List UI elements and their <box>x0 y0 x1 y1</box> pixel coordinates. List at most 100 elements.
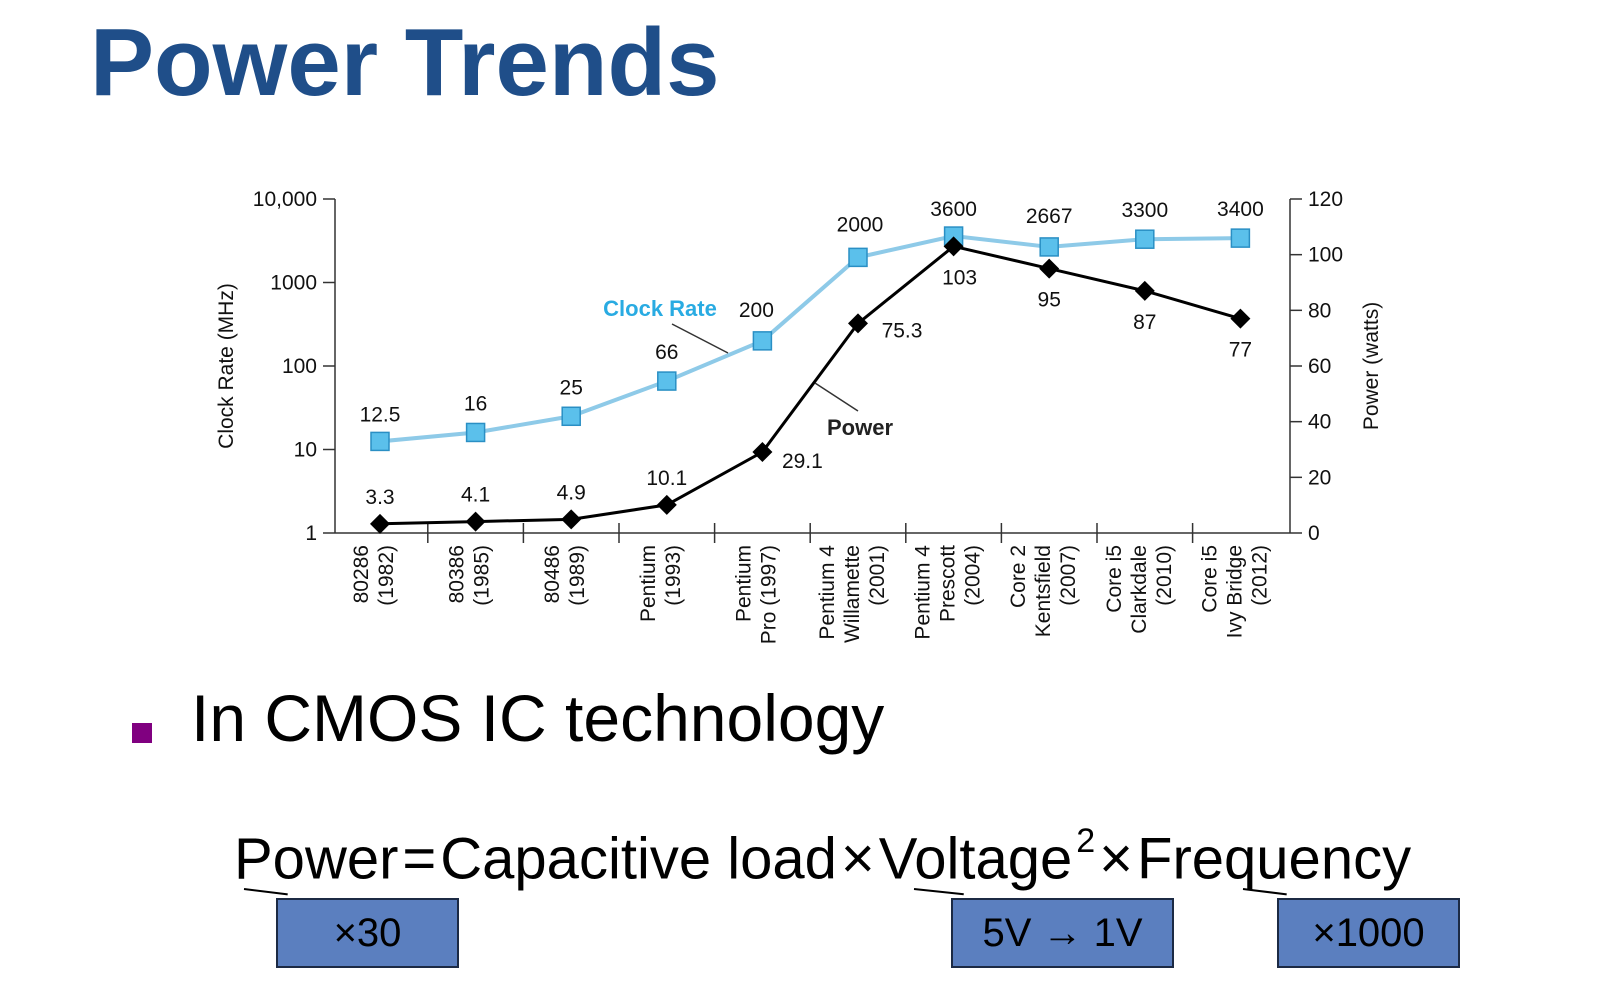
clock-rate-annotation: Clock Rate <box>603 296 717 321</box>
x-category-label: (2007) <box>1057 545 1080 606</box>
bullet-marker <box>132 723 152 743</box>
power-point <box>370 513 390 534</box>
formula-times-1: × <box>840 826 875 892</box>
x-category-label: Core 2 <box>1007 545 1030 608</box>
clock-rate-point <box>657 371 677 391</box>
power-data-label: 3.3 <box>365 486 394 509</box>
x-category-label: Pentium 4 <box>912 545 935 640</box>
left-tick-label: 10,000 <box>253 188 317 211</box>
x-category-label: Core i5 <box>1103 545 1126 613</box>
x-category-label: Kentsfield <box>1032 545 1055 637</box>
left-tick-label: 10 <box>294 439 317 462</box>
x-category-label: 80286 <box>350 545 373 603</box>
capacitive-factor-box: ×30 <box>276 898 459 968</box>
x-category-label: Pentium 4 <box>816 545 839 640</box>
power-data-label: 29.1 <box>782 450 823 473</box>
page-title: Power Trends <box>90 9 720 116</box>
power-point <box>1230 308 1251 329</box>
clock-rate-data-label: 3300 <box>1121 199 1168 222</box>
power-point <box>1134 280 1155 301</box>
x-category-label: (2010) <box>1153 545 1176 606</box>
clock-rate-point <box>1230 228 1251 248</box>
x-category-label: Pro (1997) <box>757 545 780 644</box>
formula-power: Power <box>234 826 399 892</box>
power-data-label: 77 <box>1229 339 1252 362</box>
clock-rate-data-label: 3400 <box>1217 198 1264 221</box>
right-tick-label: 120 <box>1308 188 1343 211</box>
clock-rate-data-label: 16 <box>464 392 487 415</box>
x-category-label: Pentium <box>732 545 755 622</box>
bullet-text: In CMOS IC technology <box>191 681 885 755</box>
formula-equals: = <box>402 826 437 892</box>
power-data-label: 4.1 <box>461 484 490 507</box>
clock-rate-annotation-leader <box>671 323 729 354</box>
clock-rate-point <box>752 331 773 351</box>
right-tick-label: 100 <box>1308 244 1343 267</box>
clock-rate-point <box>1135 229 1155 249</box>
power-data-label: 75.3 <box>882 319 923 342</box>
x-category-label: (1982) <box>375 545 398 606</box>
power-data-label: 87 <box>1133 311 1156 334</box>
clock-rate-point <box>1039 237 1059 257</box>
power-data-label: 103 <box>942 266 977 289</box>
power-point <box>848 313 868 334</box>
power-data-label: 4.9 <box>557 481 586 504</box>
formula-capacitive-load: Capacitive load <box>440 826 837 892</box>
right-tick-label: 80 <box>1308 299 1331 322</box>
power-line <box>379 244 1241 526</box>
x-category-label: 80486 <box>541 545 564 603</box>
clock-rate-point <box>465 422 486 443</box>
x-category-label: (1989) <box>566 545 589 606</box>
power-point <box>656 494 677 515</box>
x-category-label: Pentium <box>637 545 660 622</box>
clock-rate-data-label: 25 <box>560 376 583 399</box>
power-point <box>752 442 773 463</box>
right-tick-label: 20 <box>1308 466 1331 489</box>
clock-rate-data-label: 200 <box>739 299 774 322</box>
power-formula: Power=Capacitive load×Voltage 2×Frequency <box>234 812 1411 894</box>
left-tick-label: 100 <box>282 355 317 378</box>
power-annotation: Power <box>827 415 893 440</box>
power-point <box>1039 258 1060 279</box>
formula-exponent: 2 <box>1076 822 1096 860</box>
voltage-factor-box: 5V → 1V <box>951 898 1174 968</box>
formula-voltage: Voltage <box>878 826 1073 892</box>
clock-rate-data-label: 66 <box>655 341 678 364</box>
frequency-factor-box: ×1000 <box>1277 898 1460 968</box>
formula-frequency: Frequency <box>1137 826 1412 892</box>
power-point <box>943 236 964 257</box>
clock-rate-data-label: 3600 <box>930 198 977 221</box>
clock-rate-line <box>379 234 1241 444</box>
x-category-label: Clarkdale <box>1128 545 1151 634</box>
clock-rate-point <box>848 247 868 268</box>
clock-rate-data-label: 2667 <box>1026 205 1073 228</box>
right-tick-label: 40 <box>1308 411 1331 434</box>
power-data-label: 10.1 <box>646 467 687 490</box>
x-category-label: Core i5 <box>1198 545 1221 613</box>
clock-rate-point <box>561 406 581 427</box>
clock-rate-point <box>370 431 390 452</box>
right-axis-title: Power (watts) <box>1360 302 1383 430</box>
left-tick-label: 1 <box>305 522 317 545</box>
clock-rate-data-label: 12.5 <box>360 403 401 426</box>
x-category-label: (2012) <box>1248 545 1271 606</box>
right-tick-label: 0 <box>1308 522 1320 545</box>
power-point <box>465 511 486 532</box>
left-axis-title: Clock Rate (MHz) <box>215 283 238 449</box>
formula-times-2: × <box>1099 826 1134 892</box>
power-point <box>561 509 582 530</box>
clock-rate-data-label: 2000 <box>837 213 884 236</box>
power-annotation-leader <box>814 382 859 412</box>
x-category-label: 80386 <box>446 545 469 603</box>
x-category-label: Prescott <box>937 545 960 622</box>
x-category-label: Ivy Bridge <box>1223 545 1246 638</box>
x-category-label: (2004) <box>962 545 985 606</box>
left-tick-label: 1000 <box>270 272 317 295</box>
x-category-label: (1985) <box>471 545 494 606</box>
power-data-label: 95 <box>1038 289 1061 312</box>
x-category-label: (2001) <box>866 545 889 606</box>
x-category-label: (1993) <box>662 545 685 606</box>
x-category-label: Willamette <box>841 545 864 643</box>
right-tick-label: 60 <box>1308 355 1331 378</box>
